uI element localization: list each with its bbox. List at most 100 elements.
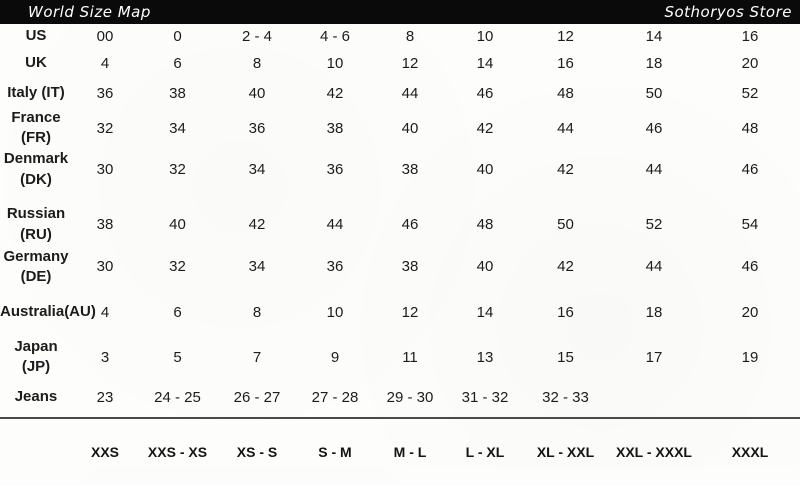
page-title: World Size Map (28, 3, 151, 21)
size-cell: 31 - 32 (461, 388, 509, 406)
table-row: Jeans 23 24 - 25 26 - 27 27 - 28 29 - 30 31 - … (0, 378, 800, 418)
table-row: France (FR) 32 34 36 38 40 42 44 46 48 (0, 108, 800, 149)
size-cell: 36 (326, 161, 344, 178)
size-cell: 46 (645, 119, 663, 137)
size-cell: 8 (252, 54, 262, 72)
size-cell: 46 (476, 84, 494, 102)
size-cell: 15 (557, 348, 574, 366)
size-cell (700, 378, 800, 418)
size-cell: 46 (741, 258, 759, 276)
size-cell: 00 (96, 27, 114, 45)
size-cell: 48 (557, 84, 574, 102)
size-cell: 40 (476, 161, 494, 178)
size-cell: 12 (401, 54, 419, 72)
size-cell: 40 (169, 216, 186, 233)
size-cell: 30 (96, 258, 114, 276)
size-cell: 6 (173, 54, 182, 72)
size-cell: 11 (402, 348, 418, 366)
size-cell: 8 (252, 303, 262, 321)
size-category-label: M - L (373, 416, 447, 485)
size-cell: 40 (248, 84, 266, 102)
size-cell: 26 - 27 (233, 388, 281, 406)
size-category-label: XXL - XXXL (608, 416, 700, 485)
size-cell: 2 - 4 (241, 27, 272, 45)
size-cell: 50 (557, 216, 574, 233)
size-cell: 36 (248, 119, 266, 137)
table-row: Germany (DE) 30 32 34 36 38 40 42 44 46 (0, 247, 800, 288)
size-cell: 10 (476, 27, 494, 45)
size-cell: 34 (248, 161, 266, 178)
size-cell: 34 (169, 119, 186, 137)
size-cell: 19 (741, 348, 759, 366)
size-cell (608, 378, 700, 418)
size-category-label: XXS - XS (138, 416, 217, 485)
size-cell: 40 (476, 258, 494, 276)
size-cell: 44 (645, 258, 663, 276)
row-label: France (FR) (11, 109, 61, 147)
table-row: UK 4 6 8 10 12 14 16 18 20 (0, 48, 800, 78)
table-row: Italy (IT) 36 38 40 42 44 46 48 50 52 (0, 78, 800, 108)
size-cell: 40 (401, 119, 419, 137)
size-category-label: S - M (297, 416, 373, 485)
size-cell: 4 - 6 (319, 27, 350, 45)
size-cell: 14 (476, 54, 494, 72)
size-category-label: XS - S (217, 416, 297, 485)
row-label: Germany (DE) (3, 247, 69, 285)
row-label: Australia(AU) (0, 302, 96, 320)
size-cell: 36 (96, 84, 114, 102)
size-cell: 12 (401, 303, 419, 321)
title-bar: World Size Map Sothoryos Store (0, 0, 800, 24)
size-cell: 52 (645, 216, 663, 233)
size-cell: 46 (401, 216, 419, 233)
size-cell: 9 (330, 348, 340, 366)
size-cell: 0 (173, 27, 182, 45)
size-cell: 38 (326, 119, 344, 137)
size-cell: 42 (248, 216, 266, 233)
size-cell: 44 (326, 216, 344, 233)
size-cell: 44 (645, 161, 663, 178)
row-label: Russian (RU) (6, 205, 66, 243)
table-row: Australia(AU) 4 6 8 10 12 14 16 18 20 (0, 287, 800, 337)
size-cell: 42 (326, 84, 344, 102)
size-cell: 38 (96, 216, 114, 233)
row-label: Italy (IT) (7, 83, 65, 101)
size-cell: 13 (476, 348, 494, 366)
size-cell: 32 (96, 119, 114, 137)
size-cell: 36 (326, 258, 344, 276)
store-title: Sothoryos Store (664, 3, 792, 21)
size-category-label: XXXL (700, 416, 800, 485)
size-cell: 52 (741, 84, 759, 102)
table-row: Denmark (DK) 30 32 34 36 38 40 42 44 46 (0, 149, 800, 191)
size-category-label: L - XL (447, 416, 523, 485)
size-cell: 48 (476, 216, 494, 233)
size-cell: 29 - 30 (386, 388, 434, 406)
size-cell: 32 (169, 161, 186, 178)
row-label: Japan (JP) (14, 338, 58, 376)
size-cell: 30 (96, 161, 114, 178)
size-cell: 5 (173, 348, 182, 366)
size-cell: 18 (645, 54, 663, 72)
row-label: UK (25, 53, 47, 71)
size-cell: 44 (401, 84, 419, 102)
size-cell: 8 (405, 27, 415, 45)
size-cell: 24 - 25 (154, 388, 201, 406)
size-cell: 18 (645, 303, 663, 321)
row-label: US (25, 26, 47, 44)
size-cell: 20 (741, 303, 759, 321)
size-cell: 23 (96, 388, 114, 406)
size-cell: 3 (100, 348, 110, 366)
size-cell: 38 (401, 161, 419, 178)
size-cell: 14 (645, 27, 663, 45)
size-cell: 42 (557, 258, 574, 276)
size-cell: 17 (645, 348, 663, 366)
size-cell: 48 (741, 119, 759, 137)
size-cell: 10 (326, 303, 344, 321)
table-row: Japan (JP) 3 5 7 9 11 13 15 17 19 (0, 337, 800, 378)
size-cell: 6 (173, 303, 182, 321)
row-label: Denmark (DK) (3, 150, 69, 188)
size-cell: 16 (557, 54, 574, 72)
